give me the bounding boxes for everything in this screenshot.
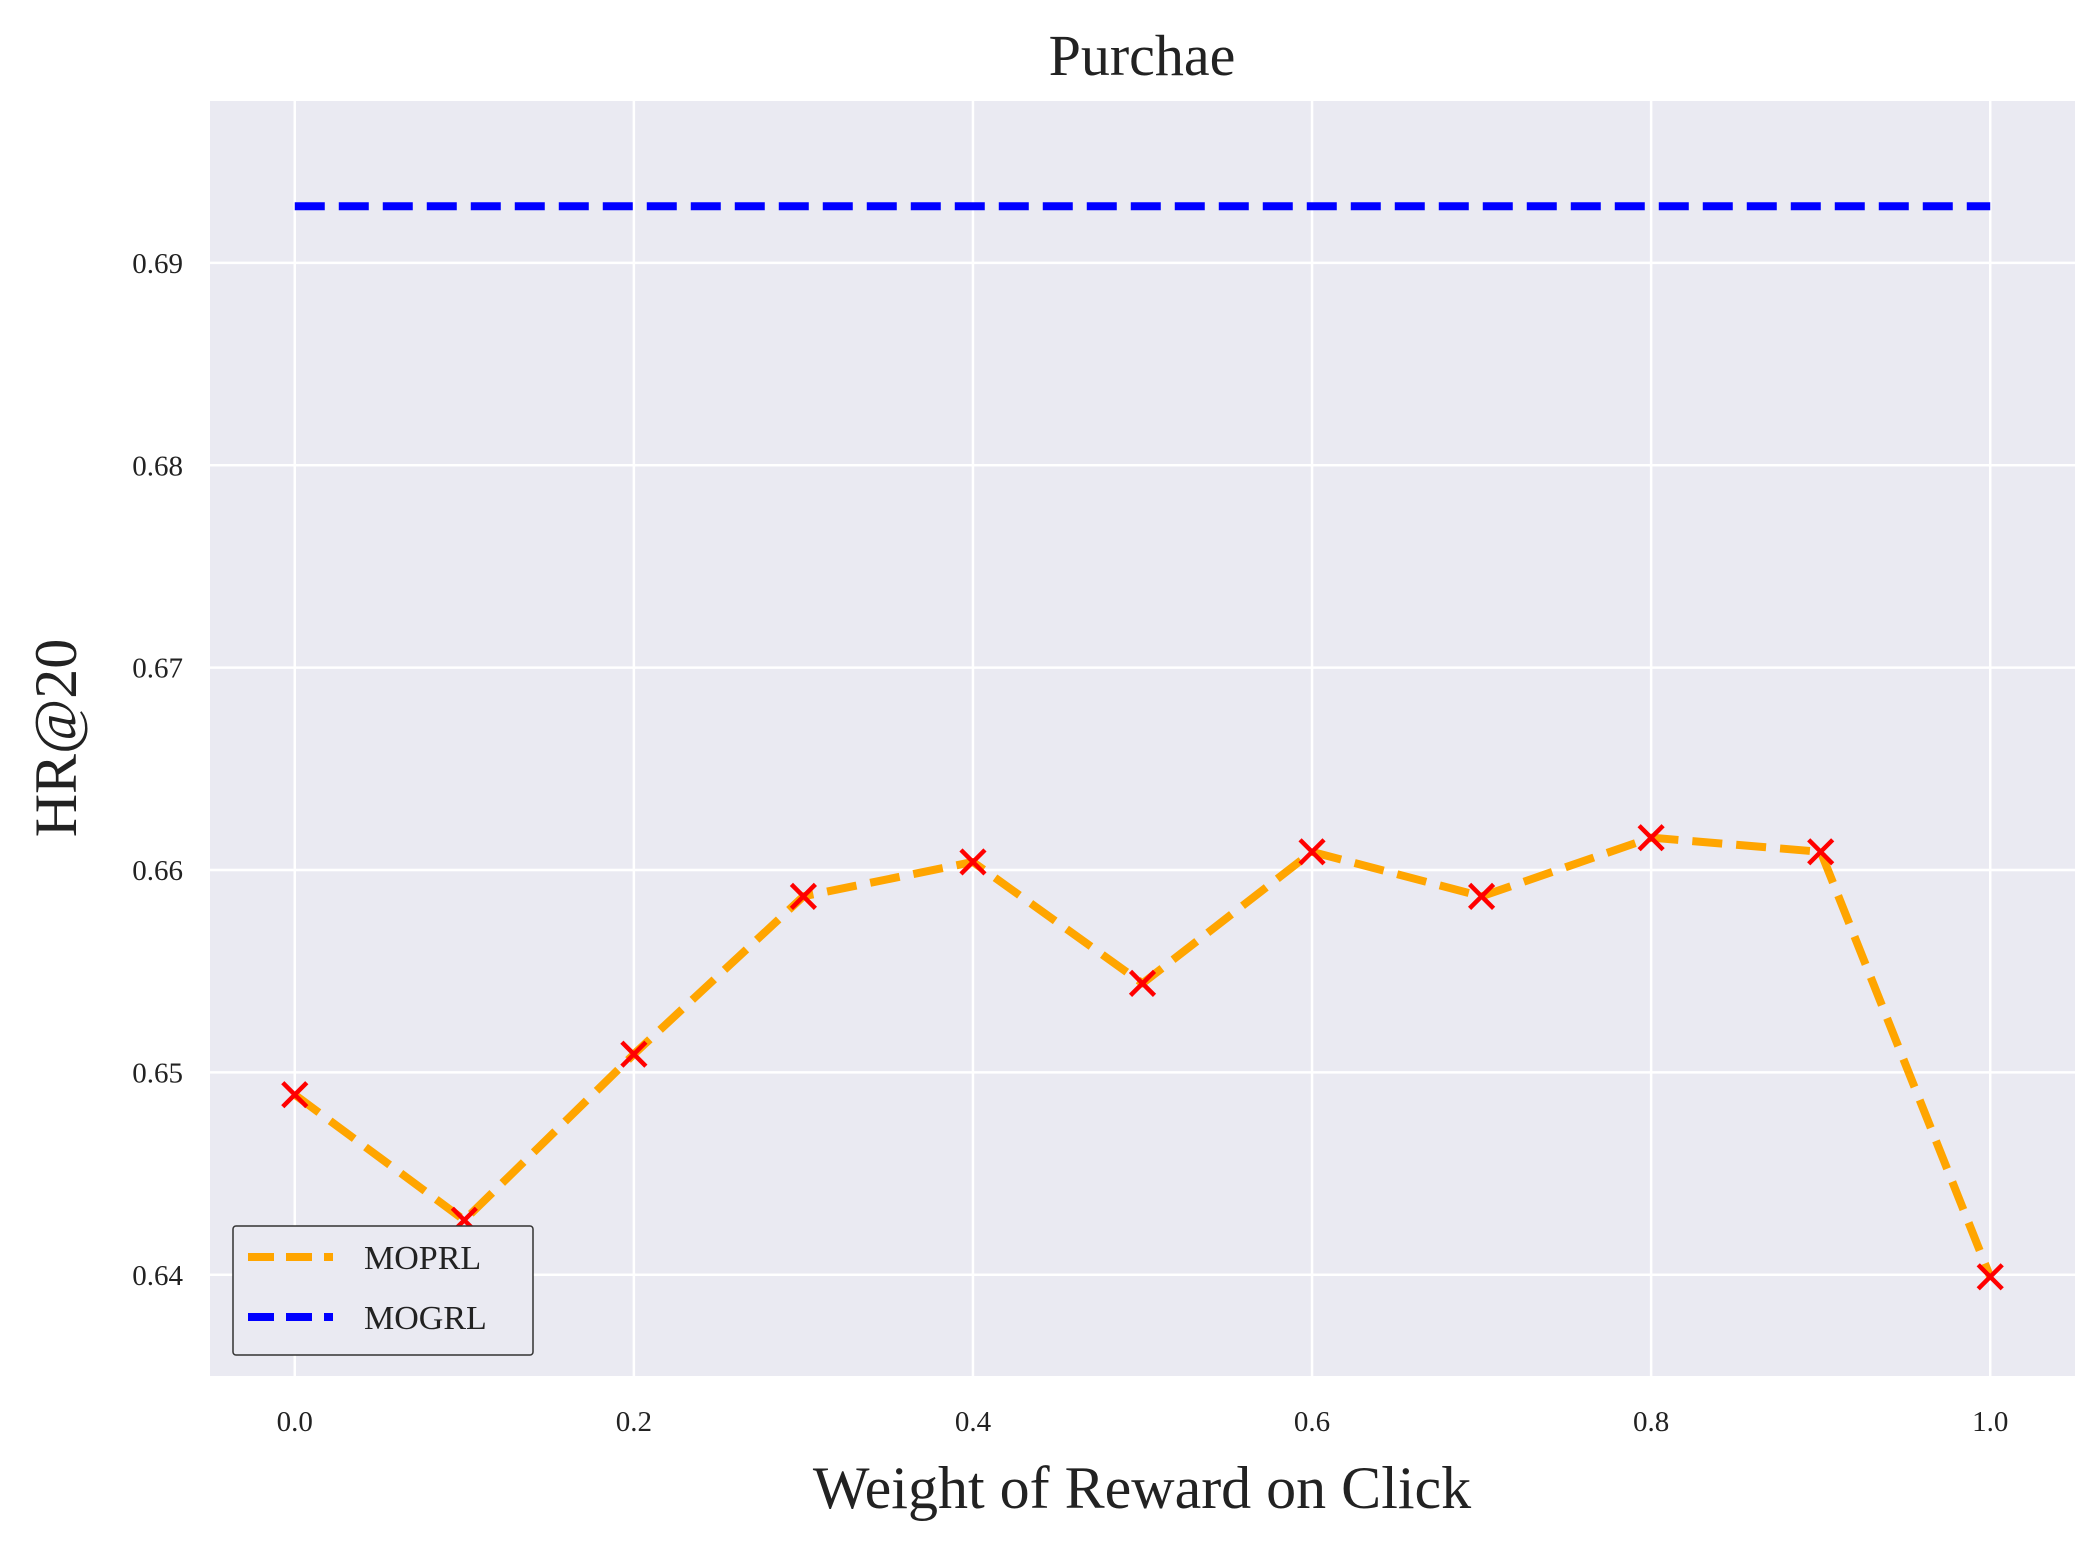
data-point-marker (959, 848, 987, 876)
y-tick-label: 0.68 (132, 450, 183, 482)
y-tick-label: 0.69 (132, 248, 183, 280)
x-tick-label: 0.6 (1294, 1406, 1330, 1438)
y-tick-label: 0.64 (132, 1260, 183, 1292)
x-tick-label: 0.8 (1633, 1406, 1669, 1438)
legend-label-moprl: MOPRL (364, 1240, 481, 1277)
data-point-marker (281, 1081, 309, 1109)
series-layer (281, 202, 2004, 1291)
data-point-marker (1976, 1263, 2004, 1291)
x-tick-label: 1.0 (1972, 1406, 2008, 1438)
data-point-marker (1298, 838, 1326, 866)
chart-title: Purchae (1049, 23, 1236, 88)
x-tick-label: 0.4 (955, 1406, 992, 1438)
y-tick-label: 0.65 (132, 1057, 183, 1089)
data-point-marker (1467, 882, 1496, 910)
x-axis-label: Weight of Reward on Click (813, 1455, 1471, 1521)
data-point-marker (1807, 838, 1835, 866)
data-point-marker (1128, 969, 1157, 997)
y-tick-label: 0.67 (132, 653, 183, 685)
x-tick-label: 0.0 (277, 1406, 313, 1438)
y-tick-label: 0.66 (132, 855, 183, 887)
data-point-marker (1637, 824, 1665, 852)
data-point-marker (789, 882, 818, 910)
tick-labels: 0.0 0.2 0.4 0.6 0.8 1.0 0.64 0.65 0.66 0.67 0.68 0.… (132, 248, 2008, 1438)
legend-label-mogrl: MOGRL (364, 1300, 487, 1337)
legend: MOPRL MOGRL (232, 1225, 534, 1356)
x-tick-label: 0.2 (616, 1406, 652, 1438)
plot-area (210, 101, 2075, 1376)
y-axis-label: HR@20 (23, 639, 89, 838)
data-point-marker (620, 1040, 648, 1068)
